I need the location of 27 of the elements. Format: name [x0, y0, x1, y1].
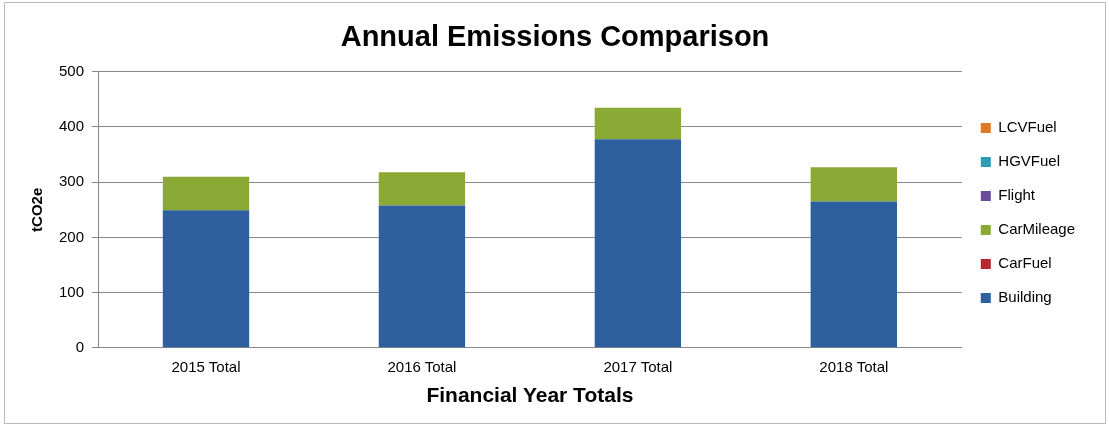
x-tick-label: 2017 Total: [603, 357, 673, 375]
y-axis-title: tCO2e: [28, 187, 46, 232]
legend-label: LCVFuel: [998, 118, 1057, 136]
bar: [378, 172, 466, 206]
bar: [162, 176, 250, 211]
x-tick-label: 2016 Total: [387, 357, 457, 375]
legend-label: CarFuel: [998, 254, 1052, 272]
y-tick-label: 500: [59, 61, 85, 79]
y-tick-label: 100: [59, 282, 85, 300]
y-tick-label: 400: [59, 117, 85, 135]
chart-title: Annual Emissions Comparison: [340, 20, 770, 53]
legend-label: Flight: [998, 186, 1036, 204]
y-tick-label: 300: [59, 172, 85, 190]
bar: [378, 205, 466, 348]
x-tick-label: 2018 Total: [819, 357, 889, 375]
y-tick-label: 0: [75, 337, 85, 355]
bar: [594, 107, 682, 140]
bar: [162, 210, 250, 348]
bar: [810, 201, 898, 348]
legend-label: HGVFuel: [998, 152, 1060, 170]
x-axis-title: Financial Year Totals: [426, 383, 634, 407]
legend-label: CarMileage: [998, 220, 1075, 238]
bar: [810, 167, 898, 202]
bar: [594, 139, 682, 348]
x-tick-label: 2015 Total: [171, 357, 241, 375]
y-tick-label: 200: [59, 227, 85, 245]
legend-label: Building: [998, 288, 1052, 306]
